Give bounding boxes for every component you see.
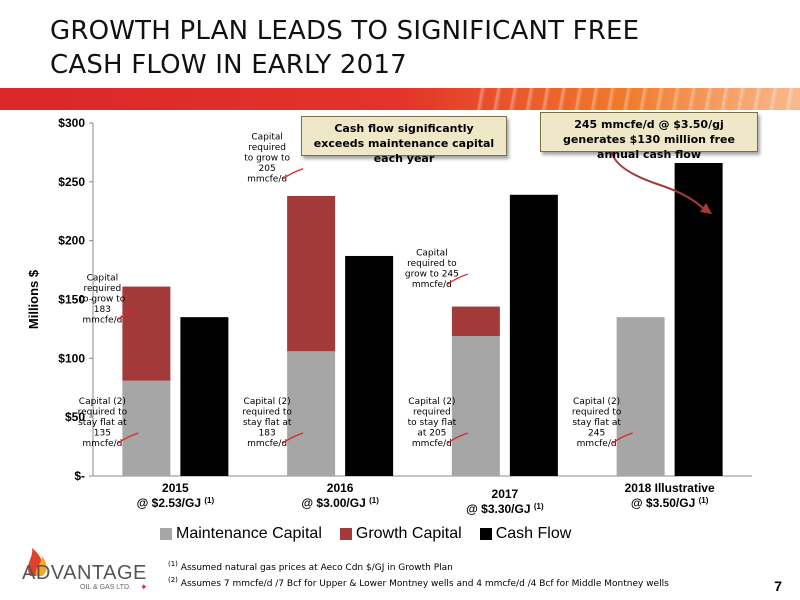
annotation-arrow [117,432,139,444]
annotation-text: Capital (2) required to stay flat at 245 mmc… [572,397,622,449]
legend-swatch-maintenance [160,528,172,540]
y-tick-label: $- [74,469,85,483]
title-bar-stripes [470,88,800,110]
chart-legend: Maintenance Capital Growth Capital Cash … [160,522,571,546]
bar-cash-flow [509,194,558,476]
bar-maintenance-capital [287,351,336,476]
x-category-label: 2017 [492,487,519,501]
bar-growth-capital [122,286,171,381]
callout-free-cash-flow: 245 mmcfe/d @ $3.50/gj generates $130 mi… [540,112,758,161]
bar-maintenance-capital [122,380,171,476]
bar-cash-flow [180,317,229,476]
x-category-price: @ $3.00/GJ (1) [301,496,379,510]
page-number: 7 [774,578,782,594]
slide-title: GROWTH PLAN LEADS TO SIGNIFICANT FREE CA… [50,16,640,80]
x-category-label: 2016 [327,481,354,495]
company-logo: ADVANTAGE OIL & GAS LTD. ✦ [20,548,150,594]
y-tick-label: $200 [58,234,85,248]
x-category-label: 2015 [162,481,189,495]
annotation-arrow [117,308,139,320]
logo-subtext: OIL & GAS LTD. [80,584,131,591]
logo-flame-icon [28,548,47,576]
y-tick-label: $150 [58,293,85,307]
legend-swatch-cashflow [479,528,492,540]
annotation-arrow [282,432,304,444]
annotation-arrow [282,168,304,180]
maple-leaf-icon: ✦ [140,582,148,592]
annotation-text: Capital (2) required to stay flat at 205 mmc… [408,397,457,449]
bar-cash-flow [345,255,394,476]
title-accent-bar [0,88,800,110]
legend-swatch-growth [339,528,352,540]
footnote-2-mark: (2) [168,576,178,584]
y-tick-label: $100 [58,351,85,365]
bar-cash-flow [674,163,723,477]
annotation-text: Capital required to grow to 183 mmcfe/d [79,273,125,325]
y-tick-label: $300 [58,116,85,130]
bar-growth-capital [451,306,500,336]
y-axis-title: Millions $ [26,269,41,329]
legend-item-growth: Growth Capital [339,525,462,543]
legend-label-maintenance: Maintenance Capital [176,525,322,542]
logo-wordmark: ADVANTAGE [22,562,147,584]
y-tick-label: $50 [65,410,85,424]
annotation-text: Capital (2) required to stay flat at 135 mmc… [78,397,128,449]
annotation-arrow [447,432,469,444]
x-category-label: 2018 Illustrative [625,481,715,495]
bar-maintenance-capital [616,317,665,476]
callout-arrow [611,151,706,211]
legend-label-growth: Growth Capital [355,525,462,542]
annotation-text: Capital required to grow to 205 mmcfe/d [244,133,290,185]
y-tick-label: $250 [58,175,85,189]
callout-arrowhead [700,203,712,214]
footnote-2: (2) Assumes 7 mmcfe/d /7 Bcf for Upper &… [168,574,669,590]
legend-item-maintenance: Maintenance Capital [160,525,322,543]
annotation-text: Capital (2) required to stay flat at 183 mmc… [242,397,292,449]
annotation-arrow [447,273,469,285]
legend-label-cashflow: Cash Flow [495,525,572,542]
bar-maintenance-capital [451,335,500,476]
footnote-1-text: Assumed natural gas prices at Aeco Cdn $… [180,563,453,573]
x-category-price: @ $3.50/GJ (1) [631,496,709,510]
legend-item-cashflow: Cash Flow [479,525,572,543]
callout-cash-flow-exceeds: Cash flow significantly exceeds maintena… [301,116,507,165]
footnote-1-mark: (1) [168,560,178,568]
annotation-text: Capital required to grow to 245 mmcfe/d [405,249,459,291]
annotation-arrow [612,432,633,444]
footnote-1: (1) Assumed natural gas prices at Aeco C… [168,558,453,574]
x-category-price: @ $2.53/GJ (1) [137,496,215,510]
x-category-price: @ $3.30/GJ (1) [466,502,544,516]
footnote-2-text: Assumes 7 mmcfe/d /7 Bcf for Upper & Low… [180,579,669,589]
bar-growth-capital [287,195,336,352]
